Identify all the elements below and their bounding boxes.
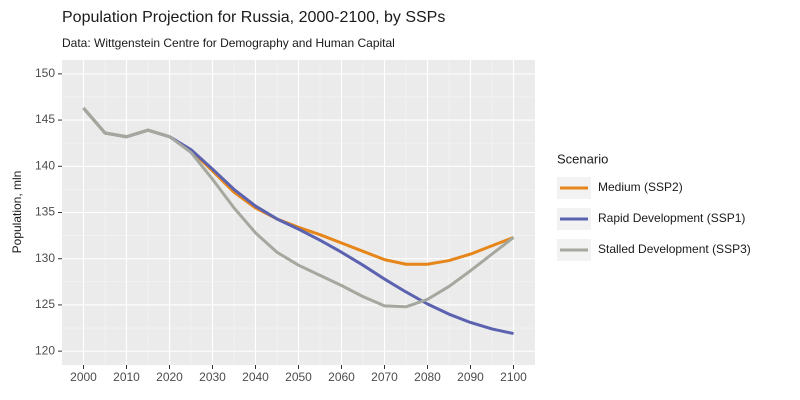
series-line (82, 107, 515, 309)
legend-label: Stalled Development (SSP3) (598, 242, 751, 256)
x-tick-label: 2040 (242, 370, 269, 384)
chart-title: Population Projection for Russia, 2000-2… (62, 9, 445, 26)
chart-subtitle: Data: Wittgenstein Centre for Demography… (62, 36, 395, 50)
y-tick-label: 140 (35, 158, 55, 172)
y-tick-label: 145 (35, 112, 55, 126)
x-tick-label: 2090 (457, 370, 484, 384)
y-axis-label: Population, mln (10, 171, 24, 254)
x-tick-label: 2080 (414, 370, 441, 384)
y-tick-label: 125 (35, 297, 55, 311)
legend-title: Scenario (557, 151, 608, 166)
x-tick-label: 2000 (70, 370, 97, 384)
y-tick-label: 120 (35, 343, 55, 357)
y-tick-label: 130 (35, 251, 55, 265)
x-tick-label: 2050 (285, 370, 312, 384)
x-tick-label: 2060 (328, 370, 355, 384)
y-tick-label: 150 (35, 66, 55, 80)
x-tick-label: 2020 (156, 370, 183, 384)
x-tick-label: 2030 (199, 370, 226, 384)
legend-label: Medium (SSP2) (598, 180, 683, 194)
y-tick-label: 135 (35, 205, 55, 219)
legend-label: Rapid Development (SSP1) (598, 211, 745, 225)
x-tick-label: 2100 (500, 370, 527, 384)
x-tick-label: 2070 (371, 370, 398, 384)
x-tick-label: 2010 (113, 370, 140, 384)
